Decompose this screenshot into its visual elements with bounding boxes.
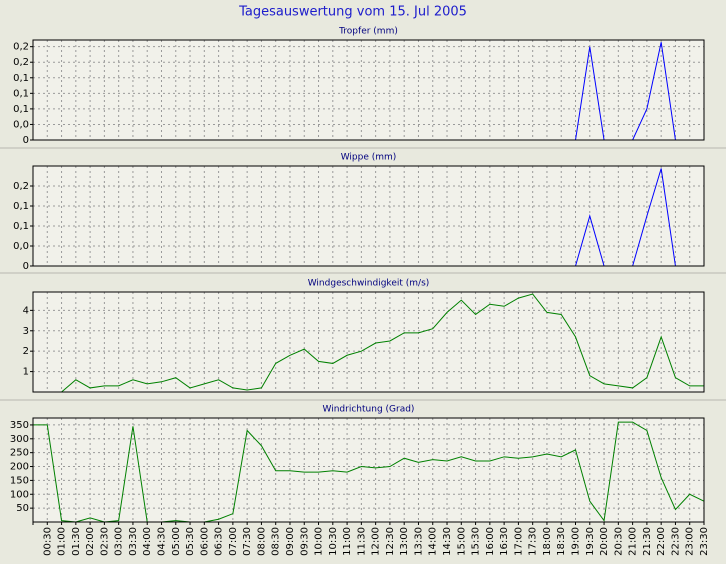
x-tick-label: 17:00 [513,527,524,556]
y-tick-label: 0,0 [13,119,29,130]
panel-separators [0,147,726,401]
x-tick-label: 10:30 [328,527,339,556]
panel-title: Windgeschwindigkeit (m/s) [308,279,430,289]
x-tick-label: 13:00 [399,527,410,556]
x-tick-label: 06:00 [199,527,210,556]
y-tick-label: 0,2 [13,181,29,192]
y-tick-label: 0,1 [13,201,29,212]
x-tick-label: 18:00 [542,527,553,556]
y-tick-label: 0 [23,135,29,146]
panel-title: Tropfer (mm) [338,27,398,37]
panel-title: Windrichtung (Grad) [323,405,415,415]
x-tick-label: 08:00 [256,527,267,556]
page-title: Tagesauswertung vom 15. Jul 2005 [238,5,467,20]
y-tick-label: 200 [10,462,29,473]
x-tick-label: 16:30 [499,527,510,556]
y-tick-label: 4 [23,305,29,316]
x-tick-label: 05:00 [171,527,182,556]
plot-frame [32,39,705,141]
x-tick-label: 06:30 [214,527,225,556]
x-tick-label: 22:30 [670,527,681,556]
x-tick-label: 18:30 [556,527,567,556]
y-tick-label: 250 [10,448,29,459]
x-tick-label: 11:30 [356,527,367,556]
x-tick-label: 01:30 [71,527,82,556]
x-tick-label: 21:30 [642,527,653,556]
y-tick-label: 0,1 [13,88,29,99]
y-tick-label: 2 [23,346,29,357]
x-tick-label: 23:30 [699,527,710,556]
plot-area [33,40,704,140]
plot-frame [32,417,705,523]
y-tick-label: 1 [23,367,29,378]
x-tick-label: 23:00 [685,527,696,556]
x-tick-label: 12:00 [371,527,382,556]
x-tick-label: 14:00 [428,527,439,556]
y-tick-label: 0,1 [13,73,29,84]
data-line [33,293,704,393]
x-tick-label: 04:00 [142,527,153,556]
x-tick-label: 03:00 [114,527,125,556]
y-tick-label: 0,1 [13,221,29,232]
x-tick-label: 13:30 [413,527,424,556]
y-tick-label: 50 [16,503,29,514]
x-tick-label: 21:00 [628,527,639,556]
data-line [33,421,705,523]
y-tick-label: 300 [10,434,29,445]
x-tick-label: 00:30 [42,527,53,556]
x-tick-label: 20:30 [613,527,624,556]
x-tick-label: 11:00 [342,527,353,556]
y-tick-label: 350 [10,420,29,431]
x-tick-label: 01:00 [57,527,68,556]
x-tick-label: 17:30 [528,527,539,556]
plot-area [33,292,704,392]
x-tick-label: 07:30 [242,527,253,556]
plot-area [33,166,704,266]
x-tick-label: 19:00 [571,527,582,556]
y-tick-label: 0,2 [13,57,29,68]
plot-frame [32,165,705,267]
plot-frame [32,291,705,393]
x-tick-label: 22:00 [656,527,667,556]
y-tick-label: 0,1 [13,104,29,115]
x-tick-label: 02:30 [99,527,110,556]
x-tick-label: 09:30 [299,527,310,556]
y-tick-label: 150 [10,475,29,486]
x-tick-label: 19:30 [585,527,596,556]
x-tick-label: 12:30 [385,527,396,556]
x-tick-label: 04:30 [156,527,167,556]
x-tick-label: 20:00 [599,527,610,556]
y-tick-label: 100 [10,489,29,500]
panel-title: Wippe (mm) [341,153,397,163]
x-tick-label: 02:00 [85,527,96,556]
x-tick-label: 15:00 [456,527,467,556]
x-tick-label: 05:30 [185,527,196,556]
y-tick-label: 0,0 [13,241,29,252]
x-tick-label: 14:30 [442,527,453,556]
x-tick-label: 15:30 [471,527,482,556]
y-tick-label: 0,2 [13,42,29,53]
x-tick-label: 08:30 [271,527,282,556]
x-tick-label: 03:30 [128,527,139,556]
y-tick-label: 0 [23,261,29,272]
y-tick-label: 3 [23,326,29,337]
x-tick-label: 10:00 [314,527,325,556]
x-tick-label: 07:00 [228,527,239,556]
x-tick-label: 09:00 [285,527,296,556]
x-tick-label: 16:00 [485,527,496,556]
